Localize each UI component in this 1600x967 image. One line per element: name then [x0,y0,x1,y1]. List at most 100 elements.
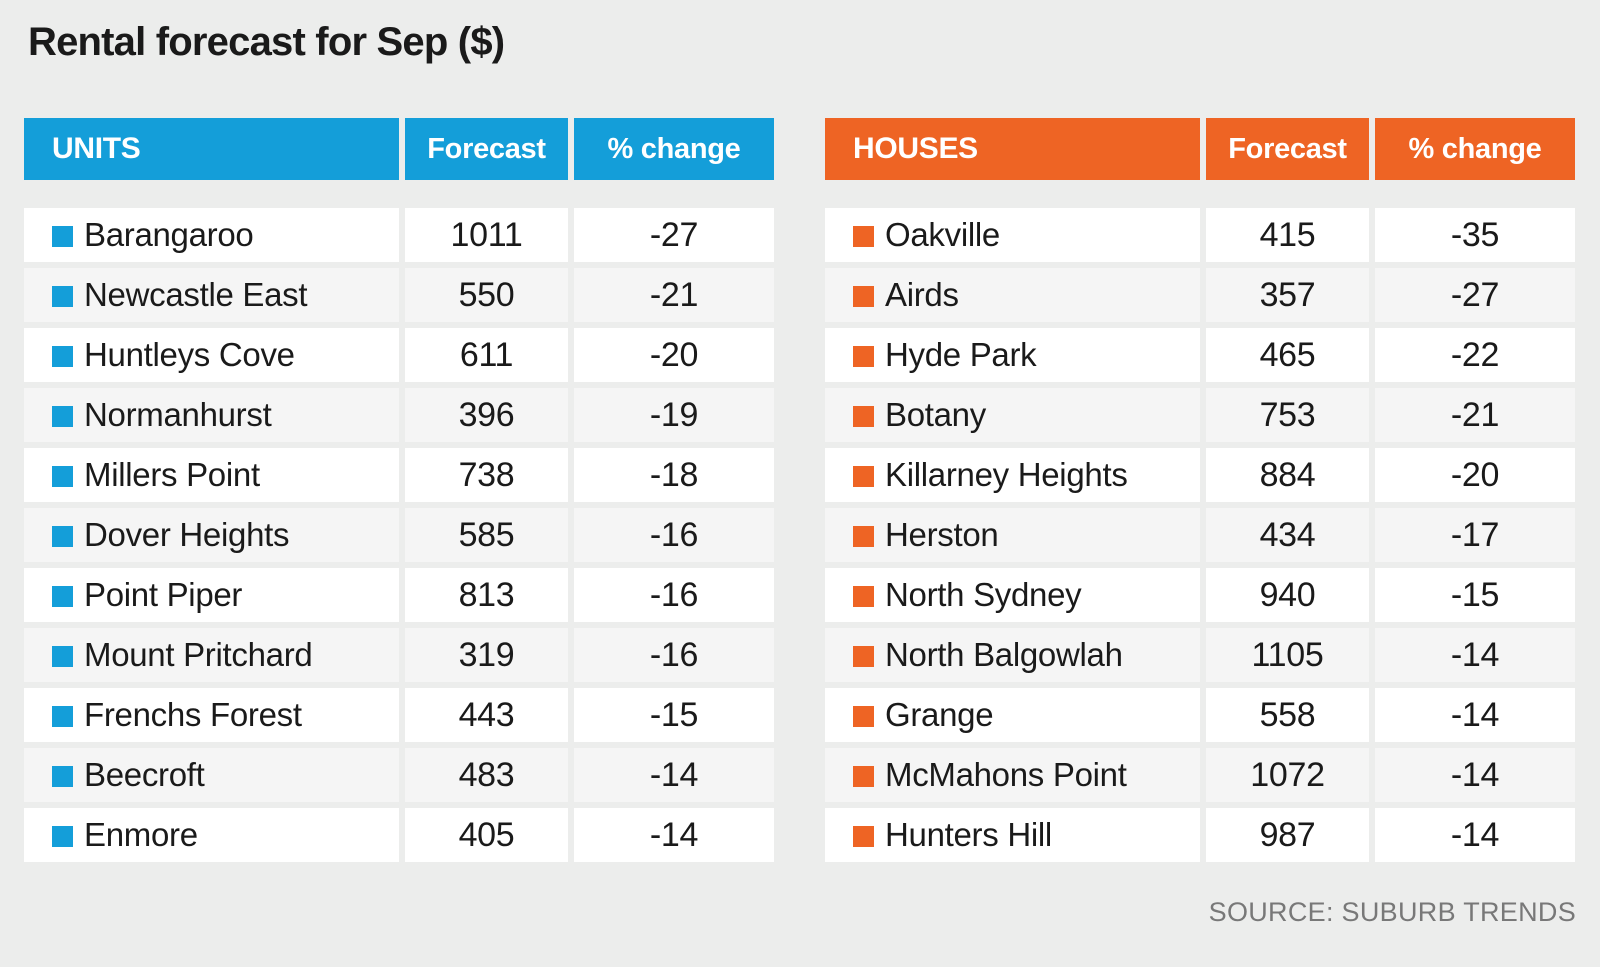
bullet-square-icon [52,405,73,427]
suburb-cell: Botany [825,388,1200,442]
suburb-name: McMahons Point [885,756,1127,793]
bullet-square-icon [853,285,874,307]
suburb-name: North Sydney [885,576,1082,613]
change-cell: -27 [1375,268,1575,322]
change-cell: -15 [574,688,774,742]
change-cell: -22 [1375,328,1575,382]
suburb-name: North Balgowlah [885,636,1123,673]
table-row: Beecroft 483 -14 [24,748,774,802]
suburb-name: Huntleys Cove [84,336,295,373]
forecast-cell: 585 [405,508,568,562]
forecast-cell: 738 [405,448,568,502]
change-cell: -14 [574,808,774,862]
houses-header-category: HOUSES [825,118,1200,180]
suburb-cell: Newcastle East [24,268,399,322]
suburb-cell: North Balgowlah [825,628,1200,682]
units-table-header: UNITS Forecast % change [24,118,774,180]
bullet-square-icon [52,645,73,667]
bullet-square-icon [853,645,874,667]
suburb-cell: Grange [825,688,1200,742]
forecast-cell: 415 [1206,208,1369,262]
change-cell: -18 [574,448,774,502]
table-row: Normanhurst 396 -19 [24,388,774,442]
forecast-cell: 1072 [1206,748,1369,802]
suburb-cell: Millers Point [24,448,399,502]
table-row: Hunters Hill 987 -14 [825,808,1575,862]
houses-header-change: % change [1375,118,1575,180]
suburb-cell: Barangaroo [24,208,399,262]
suburb-name: Millers Point [84,456,260,493]
bullet-square-icon [52,765,73,787]
source-credit: SOURCE: SUBURB TRENDS [1208,897,1576,927]
suburb-cell: Oakville [825,208,1200,262]
change-cell: -20 [574,328,774,382]
table-row: McMahons Point 1072 -14 [825,748,1575,802]
bullet-square-icon [853,585,874,607]
tables-container: UNITS Forecast % change Barangaroo 1011 … [24,118,1575,862]
units-table-body: Barangaroo 1011 -27 Newcastle East 550 -… [24,208,774,862]
change-cell: -21 [574,268,774,322]
table-row: North Sydney 940 -15 [825,568,1575,622]
table-row: Herston 434 -17 [825,508,1575,562]
houses-header-forecast: Forecast [1206,118,1369,180]
forecast-cell: 357 [1206,268,1369,322]
table-row: Enmore 405 -14 [24,808,774,862]
suburb-cell: Herston [825,508,1200,562]
table-row: Barangaroo 1011 -27 [24,208,774,262]
forecast-cell: 611 [405,328,568,382]
bullet-square-icon [52,225,73,247]
change-cell: -14 [574,748,774,802]
forecast-cell: 319 [405,628,568,682]
suburb-cell: Dover Heights [24,508,399,562]
suburb-cell: Hunters Hill [825,808,1200,862]
forecast-cell: 483 [405,748,568,802]
table-row: Frenchs Forest 443 -15 [24,688,774,742]
table-row: Oakville 415 -35 [825,208,1575,262]
forecast-cell: 465 [1206,328,1369,382]
units-header-change: % change [574,118,774,180]
suburb-cell: Hyde Park [825,328,1200,382]
suburb-name: Botany [885,396,986,433]
table-row: Botany 753 -21 [825,388,1575,442]
units-header-forecast: Forecast [405,118,568,180]
table-row: Newcastle East 550 -21 [24,268,774,322]
change-cell: -21 [1375,388,1575,442]
bullet-square-icon [52,705,73,727]
suburb-name: Point Piper [84,576,243,613]
forecast-cell: 434 [1206,508,1369,562]
houses-table-header: HOUSES Forecast % change [825,118,1575,180]
suburb-name: Herston [885,516,999,553]
forecast-cell: 405 [405,808,568,862]
suburb-name: Enmore [84,816,198,853]
suburb-cell: Killarney Heights [825,448,1200,502]
suburb-cell: Normanhurst [24,388,399,442]
table-row: Huntleys Cove 611 -20 [24,328,774,382]
bullet-square-icon [853,705,874,727]
bullet-square-icon [52,825,73,847]
suburb-name: Oakville [885,216,1000,253]
change-cell: -16 [574,628,774,682]
change-cell: -19 [574,388,774,442]
change-cell: -14 [1375,808,1575,862]
table-row: Mount Pritchard 319 -16 [24,628,774,682]
change-cell: -15 [1375,568,1575,622]
bullet-square-icon [52,525,73,547]
bullet-square-icon [853,525,874,547]
change-cell: -16 [574,568,774,622]
bullet-square-icon [52,585,73,607]
bullet-square-icon [52,285,73,307]
suburb-name: Hyde Park [885,336,1037,373]
table-row: Airds 357 -27 [825,268,1575,322]
suburb-name: Grange [885,696,994,733]
bullet-square-icon [853,225,874,247]
change-cell: -27 [574,208,774,262]
table-row: Hyde Park 465 -22 [825,328,1575,382]
forecast-cell: 550 [405,268,568,322]
suburb-cell: Beecroft [24,748,399,802]
forecast-cell: 987 [1206,808,1369,862]
suburb-cell: Mount Pritchard [24,628,399,682]
suburb-name: Hunters Hill [885,816,1052,853]
bullet-square-icon [853,405,874,427]
suburb-name: Normanhurst [84,396,272,433]
suburb-name: Dover Heights [84,516,290,553]
